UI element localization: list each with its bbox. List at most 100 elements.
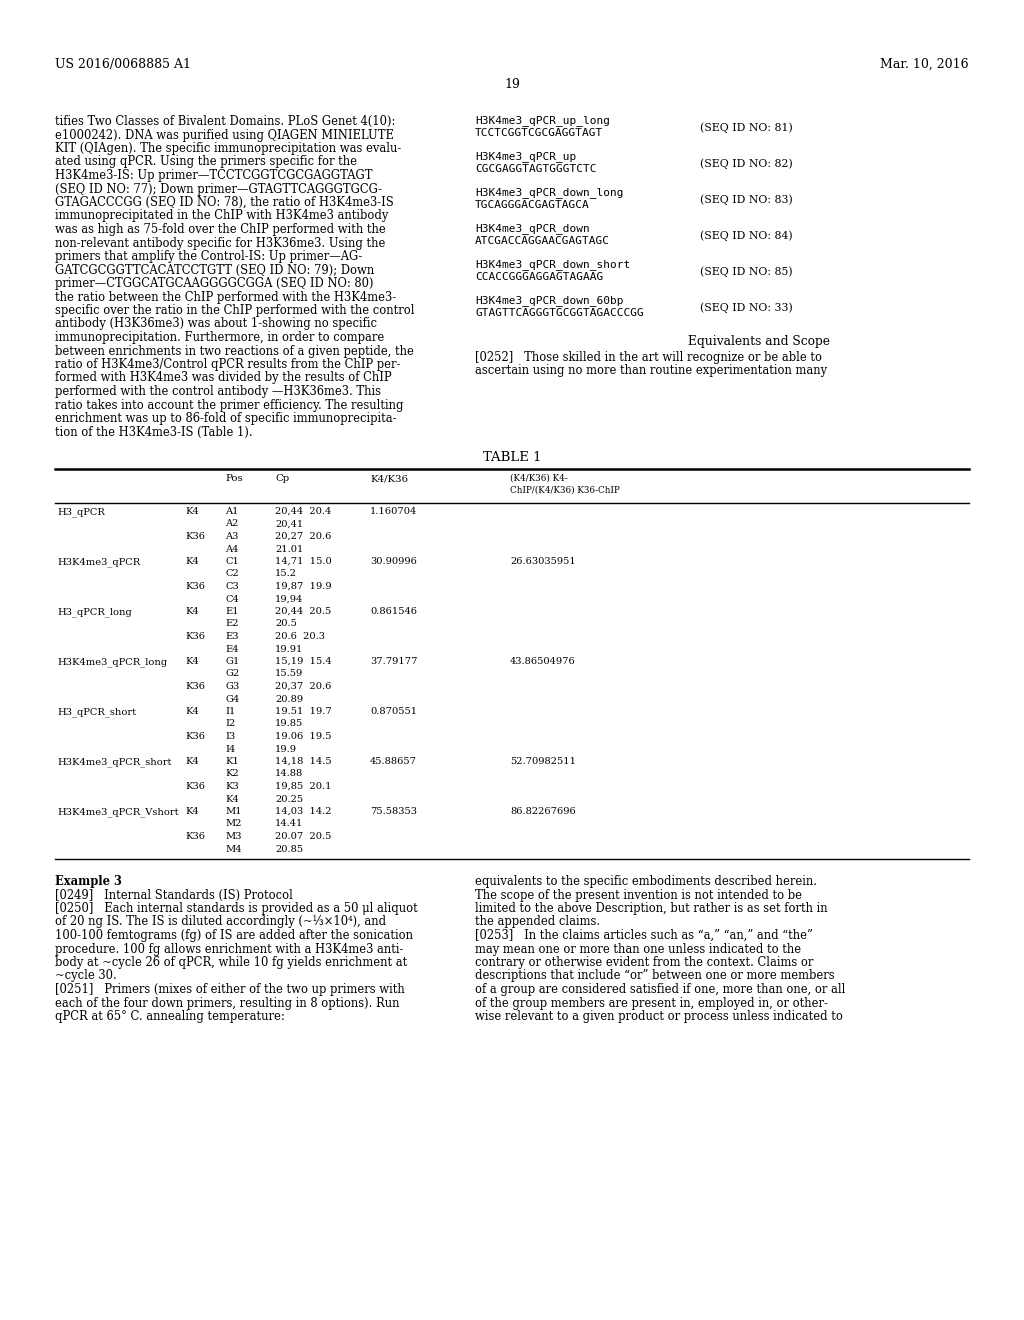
Text: (SEQ ID NO: 82): (SEQ ID NO: 82) [700,158,793,169]
Text: Equivalents and Scope: Equivalents and Scope [688,335,830,348]
Text: 1.160704: 1.160704 [370,507,417,516]
Text: K3: K3 [225,781,239,791]
Text: H3K4me3_qPCR_down: H3K4me3_qPCR_down [475,223,590,234]
Text: H3K4me3_qPCR_up_long: H3K4me3_qPCR_up_long [475,115,610,125]
Text: of a group are considered satisfied if one, more than one, or all: of a group are considered satisfied if o… [475,983,846,997]
Text: of the group members are present in, employed in, or other-: of the group members are present in, emp… [475,997,827,1010]
Text: K36: K36 [185,582,205,591]
Text: H3K4me3_qPCR_Vshort: H3K4me3_qPCR_Vshort [57,807,178,817]
Text: 75.58353: 75.58353 [370,807,417,816]
Text: between enrichments in two reactions of a given peptide, the: between enrichments in two reactions of … [55,345,414,358]
Text: immunoprecipitated in the ChIP with H3K4me3 antibody: immunoprecipitated in the ChIP with H3K4… [55,210,388,223]
Text: E4: E4 [225,644,239,653]
Text: K36: K36 [185,682,205,690]
Text: G2: G2 [225,669,240,678]
Text: 20.89: 20.89 [275,694,303,704]
Text: 19,94: 19,94 [275,594,303,603]
Text: K36: K36 [185,832,205,841]
Text: (SEQ ID NO: 85): (SEQ ID NO: 85) [700,267,793,277]
Text: 15.59: 15.59 [275,669,303,678]
Text: G4: G4 [225,694,240,704]
Text: (SEQ ID NO: 81): (SEQ ID NO: 81) [700,121,793,132]
Text: body at ~cycle 26 of qPCR, while 10 fg yields enrichment at: body at ~cycle 26 of qPCR, while 10 fg y… [55,956,408,969]
Text: CCACCGGGAGGAGTAGAAG: CCACCGGGAGGAGTAGAAG [475,272,603,282]
Text: Cp: Cp [275,474,289,483]
Text: (SEQ ID NO: 84): (SEQ ID NO: 84) [700,230,793,240]
Text: 14,03  14.2: 14,03 14.2 [275,807,332,816]
Text: TGCAGGGACGAGTAGCA: TGCAGGGACGAGTAGCA [475,201,590,210]
Text: 19.85: 19.85 [275,719,303,729]
Text: TABLE 1: TABLE 1 [482,451,542,465]
Text: K2: K2 [225,770,239,779]
Text: Mar. 10, 2016: Mar. 10, 2016 [881,58,969,71]
Text: GTAGACCCGG (SEQ ID NO: 78), the ratio of H3K4me3-IS: GTAGACCCGG (SEQ ID NO: 78), the ratio of… [55,195,394,209]
Text: K4: K4 [185,507,199,516]
Text: H3K4me3_qPCR_up: H3K4me3_qPCR_up [475,150,577,162]
Text: immunoprecipitation. Furthermore, in order to compare: immunoprecipitation. Furthermore, in ord… [55,331,384,345]
Text: 0.861546: 0.861546 [370,607,417,616]
Text: 26.63035951: 26.63035951 [510,557,575,566]
Text: 0.870551: 0.870551 [370,708,417,715]
Text: 20.85: 20.85 [275,845,303,854]
Text: A4: A4 [225,544,239,553]
Text: the appended claims.: the appended claims. [475,916,600,928]
Text: 19,87  19.9: 19,87 19.9 [275,582,332,591]
Text: the ratio between the ChIP performed with the H3K4me3-: the ratio between the ChIP performed wit… [55,290,396,304]
Text: H3K4me3_qPCR_short: H3K4me3_qPCR_short [57,756,171,767]
Text: was as high as 75-fold over the ChIP performed with the: was as high as 75-fold over the ChIP per… [55,223,386,236]
Text: wise relevant to a given product or process unless indicated to: wise relevant to a given product or proc… [475,1010,843,1023]
Text: tifies Two Classes of Bivalent Domains. PLoS Genet 4(10):: tifies Two Classes of Bivalent Domains. … [55,115,395,128]
Text: 14.41: 14.41 [275,820,303,829]
Text: K4: K4 [185,807,199,816]
Text: 15.2: 15.2 [275,569,297,578]
Text: enrichment was up to 86-fold of specific immunoprecipita-: enrichment was up to 86-fold of specific… [55,412,396,425]
Text: 20,41: 20,41 [275,520,303,528]
Text: C1: C1 [225,557,239,566]
Text: ratio of H3K4me3/Control qPCR results from the ChIP per-: ratio of H3K4me3/Control qPCR results fr… [55,358,400,371]
Text: descriptions that include “or” between one or more members: descriptions that include “or” between o… [475,969,835,982]
Text: I1: I1 [225,708,236,715]
Text: limited to the above Description, but rather is as set forth in: limited to the above Description, but ra… [475,902,827,915]
Text: 20,27  20.6: 20,27 20.6 [275,532,332,541]
Text: formed with H3K4me3 was divided by the results of ChIP: formed with H3K4me3 was divided by the r… [55,371,391,384]
Text: ChIP/(K4/K36) K36-ChIP: ChIP/(K4/K36) K36-ChIP [510,486,620,495]
Text: (SEQ ID NO: 33): (SEQ ID NO: 33) [700,302,793,313]
Text: G1: G1 [225,657,240,667]
Text: H3K4me3_qPCR_down_short: H3K4me3_qPCR_down_short [475,259,630,269]
Text: E3: E3 [225,632,239,642]
Text: (SEQ ID NO: 77); Down primer—GTAGTTCAGGGTGCG-: (SEQ ID NO: 77); Down primer—GTAGTTCAGGG… [55,182,382,195]
Text: US 2016/0068885 A1: US 2016/0068885 A1 [55,58,191,71]
Text: ated using qPCR. Using the primers specific for the: ated using qPCR. Using the primers speci… [55,156,357,169]
Text: qPCR at 65° C. annealing temperature:: qPCR at 65° C. annealing temperature: [55,1010,285,1023]
Text: may mean one or more than one unless indicated to the: may mean one or more than one unless ind… [475,942,801,956]
Text: each of the four down primers, resulting in 8 options). Run: each of the four down primers, resulting… [55,997,399,1010]
Text: 37.79177: 37.79177 [370,657,418,667]
Text: [0253]   In the claims articles such as “a,” “an,” and “the”: [0253] In the claims articles such as “a… [475,929,813,942]
Text: K4: K4 [185,657,199,667]
Text: C4: C4 [225,594,239,603]
Text: 100-100 femtograms (fg) of IS are added after the sonication: 100-100 femtograms (fg) of IS are added … [55,929,413,942]
Text: 14,71  15.0: 14,71 15.0 [275,557,332,566]
Text: K36: K36 [185,733,205,741]
Text: Example 3: Example 3 [55,875,122,888]
Text: M3: M3 [225,832,242,841]
Text: 19.9: 19.9 [275,744,297,754]
Text: antibody (H3K36me3) was about 1-showing no specific: antibody (H3K36me3) was about 1-showing … [55,318,377,330]
Text: [0252]   Those skilled in the art will recognize or be able to: [0252] Those skilled in the art will rec… [475,351,822,363]
Text: CGCGAGGTAGTGGGTCTC: CGCGAGGTAGTGGGTCTC [475,164,597,174]
Text: [0251]   Primers (mixes of either of the two up primers with: [0251] Primers (mixes of either of the t… [55,983,404,997]
Text: ratio takes into account the primer efficiency. The resulting: ratio takes into account the primer effi… [55,399,403,412]
Text: 14,18  14.5: 14,18 14.5 [275,756,332,766]
Text: I3: I3 [225,733,236,741]
Text: H3_qPCR_long: H3_qPCR_long [57,607,132,616]
Text: procedure. 100 fg allows enrichment with a H3K4me3 anti-: procedure. 100 fg allows enrichment with… [55,942,403,956]
Text: e1000242). DNA was purified using QIAGEN MINIELUTE: e1000242). DNA was purified using QIAGEN… [55,128,394,141]
Text: non-relevant antibody specific for H3K36me3. Using the: non-relevant antibody specific for H3K36… [55,236,385,249]
Text: GTAGTTCAGGGTGCGGTAGACCCGG: GTAGTTCAGGGTGCGGTAGACCCGG [475,308,644,318]
Text: 20.07  20.5: 20.07 20.5 [275,832,332,841]
Text: K4: K4 [185,756,199,766]
Text: contrary or otherwise evident from the context. Claims or: contrary or otherwise evident from the c… [475,956,813,969]
Text: 52.70982511: 52.70982511 [510,756,575,766]
Text: KIT (QIAgen). The specific immunoprecipitation was evalu-: KIT (QIAgen). The specific immunoprecipi… [55,143,401,154]
Text: (K4/K36) K4-: (K4/K36) K4- [510,474,568,483]
